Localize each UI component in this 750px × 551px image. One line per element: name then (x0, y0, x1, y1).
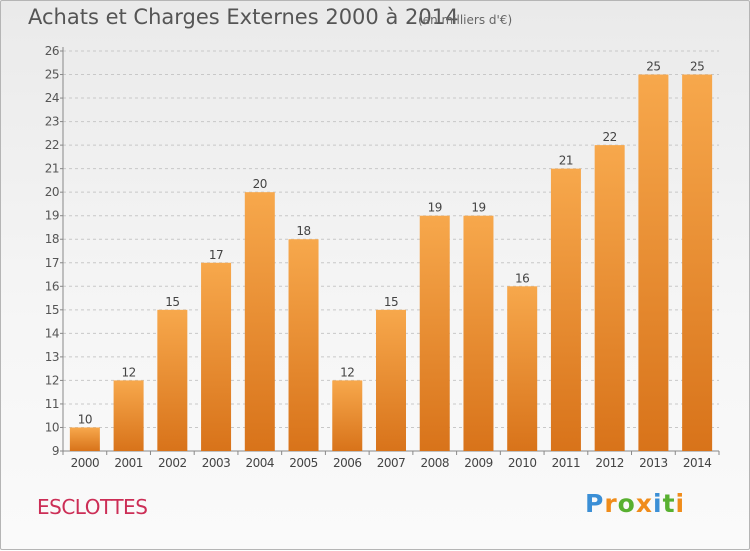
y-tick-label: 24 (45, 91, 59, 105)
y-tick-label: 16 (45, 279, 59, 293)
y-tick-label: 23 (45, 115, 59, 129)
x-tick-label: 2003 (202, 456, 231, 470)
bar-2000 (69, 427, 100, 451)
bar-2011 (550, 168, 581, 451)
data-label-2002: 15 (165, 295, 179, 309)
x-tick-label: 2010 (508, 456, 537, 470)
x-tick-label: 2001 (114, 456, 143, 470)
y-tick-label: 25 (45, 68, 59, 82)
data-label-2012: 22 (603, 130, 617, 144)
y-tick-label: 19 (45, 209, 59, 223)
bar-2001 (113, 380, 144, 451)
x-tick-label: 2014 (683, 456, 712, 470)
brand-letter: r (604, 489, 618, 518)
y-tick-label: 11 (45, 397, 59, 411)
data-label-2007: 15 (384, 295, 398, 309)
data-label-2014: 25 (690, 60, 704, 74)
bar-2012 (594, 145, 625, 451)
brand-letter: i (675, 489, 686, 518)
x-tick-label: 2002 (158, 456, 187, 470)
data-label-2003: 17 (209, 248, 223, 262)
brand-logo[interactable]: Proxiti (585, 489, 685, 518)
data-label-2009: 19 (471, 201, 485, 215)
bar-2010 (507, 286, 538, 451)
bar-2014 (682, 74, 713, 451)
bar-2008 (419, 215, 450, 451)
x-tick-label: 2007 (377, 456, 406, 470)
y-tick-label: 18 (45, 232, 59, 246)
y-tick-labels: 9 10 11 12 13 14 15 16 17 18 19 20 21 22 23 24 25 26 (45, 44, 60, 458)
data-label-2010: 16 (515, 271, 529, 285)
y-tick-label: 17 (45, 256, 59, 270)
x-tick-label: 2006 (333, 456, 362, 470)
y-tick-label: 20 (45, 185, 59, 199)
bar-2002 (157, 309, 188, 451)
x-tick-label: 2012 (595, 456, 624, 470)
x-tick-label: 2009 (464, 456, 493, 470)
bar-2013 (638, 74, 669, 451)
chart-title: Achats et Charges Externes 2000 à 2014 (28, 5, 459, 29)
commune-name: ESCLOTTES (37, 495, 148, 519)
x-tick-label: 2008 (420, 456, 449, 470)
y-tick-label: 22 (45, 138, 59, 152)
bars (69, 74, 713, 452)
bar-2006 (332, 380, 363, 451)
y-tick-label: 13 (45, 350, 59, 364)
data-label-2000: 10 (78, 412, 92, 426)
data-label-2001: 12 (121, 365, 135, 379)
brand-letter: t (662, 489, 676, 518)
bar-2007 (376, 309, 406, 451)
data-label-2005: 18 (296, 224, 310, 238)
data-label-2004: 20 (253, 177, 267, 191)
brand-letter: x (635, 489, 653, 518)
y-tick-label: 15 (45, 303, 59, 317)
brand-letter: P (585, 489, 605, 518)
data-label-2008: 19 (428, 201, 442, 215)
y-tick-label: 10 (45, 420, 59, 434)
x-tick-label: 2000 (71, 456, 100, 470)
chart-unit: (en milliers d'€) (418, 13, 513, 27)
brand-letter: i (653, 489, 663, 518)
y-tick-label: 12 (45, 373, 59, 387)
y-tick-label: 26 (45, 44, 59, 58)
brand-letter: o (617, 489, 636, 518)
bar-2005 (288, 239, 319, 451)
data-label-2013: 25 (646, 60, 660, 74)
x-tick-labels: 2000 2001 2002 2003 2004 2005 2006 2007 2008 2009… (71, 456, 712, 470)
x-tick-label: 2005 (289, 456, 318, 470)
y-tick-label: 14 (45, 326, 59, 340)
x-tick-label: 2004 (246, 456, 275, 470)
x-tick-label: 2013 (639, 456, 668, 470)
bar-2004 (244, 192, 275, 452)
x-tick-label: 2011 (552, 456, 581, 470)
data-label-2011: 21 (559, 154, 573, 168)
data-labels: 10 12 15 17 20 18 12 15 19 19 16 21 22 25 25 (78, 60, 705, 427)
y-tick-label: 9 (52, 444, 59, 458)
bar-2009 (463, 215, 494, 451)
data-label-2006: 12 (340, 365, 354, 379)
bar-2003 (201, 262, 232, 451)
y-tick-label: 21 (45, 162, 59, 176)
